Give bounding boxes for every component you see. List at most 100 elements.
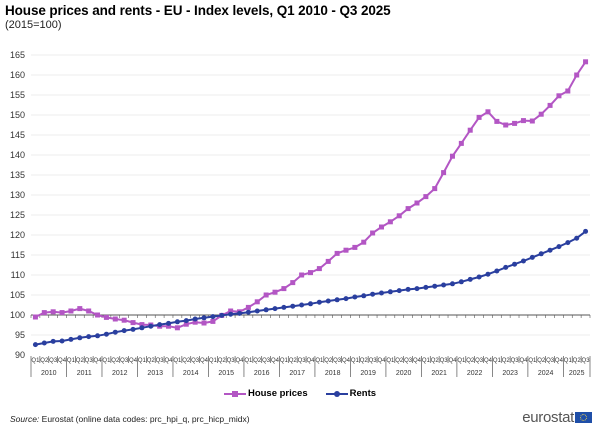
data-point-rents <box>148 323 154 329</box>
gridlines <box>30 54 591 336</box>
x-quarter-label: Q4 <box>519 358 528 364</box>
x-quarter-label: Q3 <box>191 358 200 364</box>
x-quarter-label: Q1 <box>244 358 253 364</box>
data-point-rents <box>343 296 349 302</box>
x-quarter-label: Q4 <box>342 358 351 364</box>
data-point-rents <box>32 342 38 348</box>
x-quarter-label: Q1 <box>422 358 431 364</box>
x-year-label: 2012 <box>112 370 128 377</box>
data-point-house-prices <box>556 93 562 99</box>
data-point-house-prices <box>41 310 47 316</box>
x-year-label: 2023 <box>502 370 518 377</box>
y-tick-label: 130 <box>10 190 25 200</box>
data-point-house-prices <box>485 109 491 115</box>
data-point-rents <box>529 254 535 260</box>
data-point-house-prices <box>343 247 349 253</box>
data-point-rents <box>361 293 367 299</box>
data-point-rents <box>299 302 305 308</box>
data-point-rents <box>467 276 473 282</box>
data-point-house-prices <box>378 224 384 230</box>
x-quarter-label: Q1 <box>102 358 111 364</box>
x-quarter-label: Q2 <box>573 358 582 364</box>
data-point-rents <box>86 334 92 340</box>
data-point-rents <box>77 335 83 341</box>
data-point-house-prices <box>272 289 278 295</box>
data-point-house-prices <box>458 140 464 146</box>
x-quarter-label: Q3 <box>156 358 165 364</box>
data-point-house-prices <box>281 286 287 292</box>
data-point-house-prices <box>86 308 92 314</box>
x-quarter-label: Q2 <box>147 358 156 364</box>
y-tick-label: 150 <box>10 110 25 120</box>
data-point-rents <box>174 319 180 325</box>
x-year-label: 2014 <box>183 370 199 377</box>
data-point-house-prices <box>210 318 216 324</box>
data-point-rents <box>414 286 420 292</box>
data-point-rents <box>254 308 260 314</box>
x-year-label: 2017 <box>289 370 305 377</box>
y-tick-label: 120 <box>10 230 25 240</box>
data-point-house-prices <box>174 325 180 331</box>
data-point-rents <box>59 338 65 344</box>
x-quarter-label: Q1 <box>209 358 218 364</box>
x-quarter-label: Q3 <box>582 358 591 364</box>
data-point-house-prices <box>121 317 127 323</box>
data-point-house-prices <box>503 122 509 128</box>
eu-flag-icon <box>575 412 592 423</box>
data-point-house-prices <box>68 308 74 314</box>
data-point-house-prices <box>77 306 83 312</box>
x-quarter-label: Q3 <box>369 358 378 364</box>
data-point-house-prices <box>192 319 198 325</box>
y-tick-label: 160 <box>10 70 25 80</box>
data-point-rents <box>334 297 340 303</box>
legend-label-rents: Rents <box>349 388 377 399</box>
x-quarter-label: Q3 <box>333 358 342 364</box>
x-quarter-label: Q2 <box>395 358 404 364</box>
data-point-house-prices <box>387 219 393 225</box>
x-quarter-label: Q4 <box>129 358 138 364</box>
data-point-house-prices <box>476 114 482 120</box>
x-year-label: 2013 <box>147 370 163 377</box>
x-quarter-label: Q3 <box>298 358 307 364</box>
data-point-rents <box>183 318 189 324</box>
x-year-label: 2019 <box>360 370 376 377</box>
data-point-rents <box>210 314 216 320</box>
data-point-house-prices <box>112 316 118 322</box>
data-point-rents <box>325 298 331 304</box>
y-tick-label: 125 <box>10 210 25 220</box>
x-year-label: 2011 <box>77 370 92 377</box>
data-point-rents <box>308 301 313 307</box>
y-tick-label: 100 <box>10 310 25 320</box>
data-point-house-prices <box>547 102 553 108</box>
x-quarter-label: Q4 <box>377 358 386 364</box>
data-point-rents <box>485 271 491 277</box>
x-year-label: 2015 <box>218 370 234 377</box>
chart-title: House prices and rents - EU - Index leve… <box>5 3 391 18</box>
data-point-rents <box>423 284 429 290</box>
x-quarter-label: Q3 <box>227 358 236 364</box>
data-point-rents <box>139 325 145 331</box>
data-point-house-prices <box>59 310 65 316</box>
data-point-house-prices <box>290 280 296 286</box>
legend-item-house-prices[interactable]: House prices <box>223 388 308 399</box>
x-quarter-label: Q4 <box>165 358 174 364</box>
x-axis: Q1 Q2 Q3 Q4 Q1 Q2 Q3 Q4 Q1 Q2 Q3 Q4 Q1 Q2 Q3 Q4 Q1 Q2 Q3 Q4… <box>30 356 591 377</box>
legend: House prices Rents <box>0 388 600 399</box>
y-tick-label: 140 <box>10 150 25 160</box>
x-quarter-label: Q2 <box>289 358 298 364</box>
x-year-label: 2021 <box>431 370 447 377</box>
data-point-rents <box>565 240 571 246</box>
x-quarter-label: Q4 <box>555 358 564 364</box>
x-quarter-label: Q1 <box>315 358 324 364</box>
x-year-label: 2016 <box>254 370 270 377</box>
legend-item-rents[interactable]: Rents <box>325 388 377 399</box>
x-quarter-label: Q1 <box>493 358 502 364</box>
data-point-rents <box>405 286 411 292</box>
x-quarter-label: Q2 <box>253 358 262 364</box>
data-point-rents <box>121 328 127 334</box>
data-point-house-prices <box>325 258 331 264</box>
data-point-house-prices <box>308 270 313 276</box>
x-quarter-label: Q4 <box>94 358 103 364</box>
data-point-rents <box>228 311 234 317</box>
y-tick-label: 155 <box>10 90 25 100</box>
